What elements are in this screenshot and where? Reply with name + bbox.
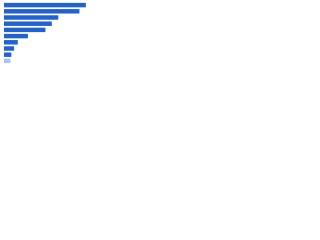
bar bbox=[4, 46, 15, 51]
bar bbox=[4, 27, 46, 33]
bar bbox=[4, 2, 86, 8]
chart bbox=[4, 2, 86, 64]
bar bbox=[4, 33, 28, 39]
bar bbox=[4, 58, 11, 64]
bar bbox=[4, 40, 18, 45]
bar bbox=[4, 21, 52, 26]
bar bbox=[4, 52, 12, 57]
bar bbox=[4, 15, 59, 20]
bar bbox=[4, 9, 80, 14]
